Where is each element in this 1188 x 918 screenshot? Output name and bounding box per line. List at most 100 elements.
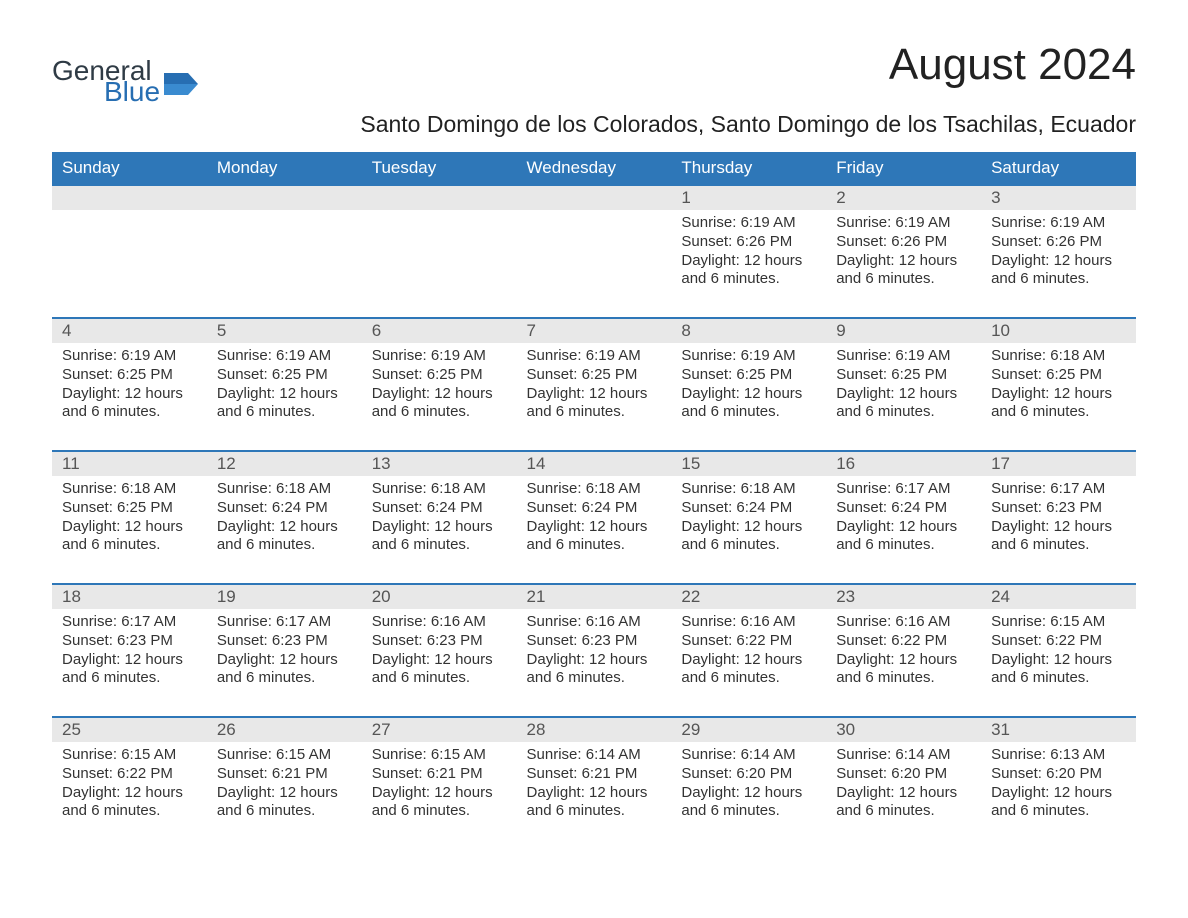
day-body: Sunrise: 6:15 AMSunset: 6:22 PMDaylight:… bbox=[981, 609, 1136, 716]
daylight-text: Daylight: 12 hours and 6 minutes. bbox=[991, 518, 1126, 556]
day-body-empty bbox=[517, 210, 672, 300]
calendar-cell bbox=[52, 185, 207, 318]
daylight-text: Daylight: 12 hours and 6 minutes. bbox=[62, 518, 197, 556]
sunrise-text: Sunrise: 6:19 AM bbox=[217, 347, 352, 366]
calendar-cell: 13Sunrise: 6:18 AMSunset: 6:24 PMDayligh… bbox=[362, 451, 517, 584]
calendar-cell: 24Sunrise: 6:15 AMSunset: 6:22 PMDayligh… bbox=[981, 584, 1136, 717]
day-header: Wednesday bbox=[517, 152, 672, 185]
day-number: 13 bbox=[362, 452, 517, 476]
daylight-text: Daylight: 12 hours and 6 minutes. bbox=[991, 385, 1126, 423]
daylight-text: Daylight: 12 hours and 6 minutes. bbox=[527, 784, 662, 822]
calendar-cell: 25Sunrise: 6:15 AMSunset: 6:22 PMDayligh… bbox=[52, 717, 207, 849]
day-header: Sunday bbox=[52, 152, 207, 185]
day-number: 29 bbox=[671, 718, 826, 742]
logo: General Blue bbox=[52, 40, 198, 105]
calendar-cell: 1Sunrise: 6:19 AMSunset: 6:26 PMDaylight… bbox=[671, 185, 826, 318]
daylight-text: Daylight: 12 hours and 6 minutes. bbox=[527, 385, 662, 423]
day-number: 22 bbox=[671, 585, 826, 609]
calendar-cell: 20Sunrise: 6:16 AMSunset: 6:23 PMDayligh… bbox=[362, 584, 517, 717]
day-number: 15 bbox=[671, 452, 826, 476]
day-number: 12 bbox=[207, 452, 362, 476]
calendar-cell bbox=[362, 185, 517, 318]
sunrise-text: Sunrise: 6:16 AM bbox=[681, 613, 816, 632]
sunrise-text: Sunrise: 6:15 AM bbox=[217, 746, 352, 765]
day-number: 5 bbox=[207, 319, 362, 343]
day-header: Monday bbox=[207, 152, 362, 185]
calendar-cell: 14Sunrise: 6:18 AMSunset: 6:24 PMDayligh… bbox=[517, 451, 672, 584]
calendar-cell: 16Sunrise: 6:17 AMSunset: 6:24 PMDayligh… bbox=[826, 451, 981, 584]
daylight-text: Daylight: 12 hours and 6 minutes. bbox=[372, 784, 507, 822]
day-number: 26 bbox=[207, 718, 362, 742]
page-title: August 2024 bbox=[889, 40, 1136, 90]
sunset-text: Sunset: 6:24 PM bbox=[217, 499, 352, 518]
logo-flag-icon bbox=[164, 73, 198, 95]
day-number: 28 bbox=[517, 718, 672, 742]
sunset-text: Sunset: 6:22 PM bbox=[836, 632, 971, 651]
day-number: 11 bbox=[52, 452, 207, 476]
sunrise-text: Sunrise: 6:17 AM bbox=[217, 613, 352, 632]
day-number: 17 bbox=[981, 452, 1136, 476]
day-number: 9 bbox=[826, 319, 981, 343]
daylight-text: Daylight: 12 hours and 6 minutes. bbox=[991, 252, 1126, 290]
daylight-text: Daylight: 12 hours and 6 minutes. bbox=[217, 518, 352, 556]
sunrise-text: Sunrise: 6:15 AM bbox=[62, 746, 197, 765]
sunset-text: Sunset: 6:22 PM bbox=[681, 632, 816, 651]
sunset-text: Sunset: 6:25 PM bbox=[62, 366, 197, 385]
sunset-text: Sunset: 6:24 PM bbox=[681, 499, 816, 518]
day-body: Sunrise: 6:18 AMSunset: 6:24 PMDaylight:… bbox=[671, 476, 826, 583]
calendar-cell: 10Sunrise: 6:18 AMSunset: 6:25 PMDayligh… bbox=[981, 318, 1136, 451]
calendar-cell: 5Sunrise: 6:19 AMSunset: 6:25 PMDaylight… bbox=[207, 318, 362, 451]
day-number: 30 bbox=[826, 718, 981, 742]
sunrise-text: Sunrise: 6:19 AM bbox=[836, 214, 971, 233]
sunrise-text: Sunrise: 6:18 AM bbox=[372, 480, 507, 499]
sunset-text: Sunset: 6:25 PM bbox=[681, 366, 816, 385]
daylight-text: Daylight: 12 hours and 6 minutes. bbox=[836, 385, 971, 423]
day-number: 21 bbox=[517, 585, 672, 609]
sunrise-text: Sunrise: 6:19 AM bbox=[372, 347, 507, 366]
day-body: Sunrise: 6:17 AMSunset: 6:23 PMDaylight:… bbox=[981, 476, 1136, 583]
day-number: 10 bbox=[981, 319, 1136, 343]
sunrise-text: Sunrise: 6:19 AM bbox=[681, 347, 816, 366]
day-body: Sunrise: 6:18 AMSunset: 6:25 PMDaylight:… bbox=[981, 343, 1136, 450]
daylight-text: Daylight: 12 hours and 6 minutes. bbox=[217, 385, 352, 423]
day-body: Sunrise: 6:19 AMSunset: 6:26 PMDaylight:… bbox=[981, 210, 1136, 317]
sunset-text: Sunset: 6:20 PM bbox=[991, 765, 1126, 784]
calendar-week: 25Sunrise: 6:15 AMSunset: 6:22 PMDayligh… bbox=[52, 717, 1136, 849]
sunset-text: Sunset: 6:25 PM bbox=[836, 366, 971, 385]
day-body: Sunrise: 6:15 AMSunset: 6:21 PMDaylight:… bbox=[362, 742, 517, 849]
sunrise-text: Sunrise: 6:17 AM bbox=[991, 480, 1126, 499]
day-number-empty bbox=[517, 186, 672, 210]
daylight-text: Daylight: 12 hours and 6 minutes. bbox=[62, 385, 197, 423]
day-body: Sunrise: 6:19 AMSunset: 6:25 PMDaylight:… bbox=[52, 343, 207, 450]
calendar-week: 11Sunrise: 6:18 AMSunset: 6:25 PMDayligh… bbox=[52, 451, 1136, 584]
day-body-empty bbox=[52, 210, 207, 300]
calendar-cell: 3Sunrise: 6:19 AMSunset: 6:26 PMDaylight… bbox=[981, 185, 1136, 318]
calendar-cell: 30Sunrise: 6:14 AMSunset: 6:20 PMDayligh… bbox=[826, 717, 981, 849]
day-header: Tuesday bbox=[362, 152, 517, 185]
day-body-empty bbox=[207, 210, 362, 300]
sunset-text: Sunset: 6:22 PM bbox=[991, 632, 1126, 651]
calendar-week: 4Sunrise: 6:19 AMSunset: 6:25 PMDaylight… bbox=[52, 318, 1136, 451]
sunrise-text: Sunrise: 6:16 AM bbox=[527, 613, 662, 632]
day-number: 18 bbox=[52, 585, 207, 609]
day-body: Sunrise: 6:14 AMSunset: 6:20 PMDaylight:… bbox=[671, 742, 826, 849]
day-header-row: Sunday Monday Tuesday Wednesday Thursday… bbox=[52, 152, 1136, 185]
day-body-empty bbox=[362, 210, 517, 300]
sunrise-text: Sunrise: 6:14 AM bbox=[527, 746, 662, 765]
day-number: 20 bbox=[362, 585, 517, 609]
daylight-text: Daylight: 12 hours and 6 minutes. bbox=[62, 651, 197, 689]
sunset-text: Sunset: 6:26 PM bbox=[681, 233, 816, 252]
calendar-cell: 29Sunrise: 6:14 AMSunset: 6:20 PMDayligh… bbox=[671, 717, 826, 849]
sunrise-text: Sunrise: 6:14 AM bbox=[681, 746, 816, 765]
sunset-text: Sunset: 6:22 PM bbox=[62, 765, 197, 784]
calendar-week: 18 Sunrise: 6:17 AMSunset: 6:23 PM Dayligh… bbox=[52, 584, 1136, 717]
day-number: 25 bbox=[52, 718, 207, 742]
daylight-text: Daylight: 12 hours and 6 minutes. bbox=[372, 385, 507, 423]
day-body: Sunrise: 6:19 AMSunset: 6:25 PMDaylight:… bbox=[517, 343, 672, 450]
calendar-cell: 4Sunrise: 6:19 AMSunset: 6:25 PMDaylight… bbox=[52, 318, 207, 451]
daylight-text: Daylight: 12 hours and 6 minutes. bbox=[836, 518, 971, 556]
sunrise-text: Sunrise: 6:18 AM bbox=[991, 347, 1126, 366]
day-body: Sunrise: 6:19 AMSunset: 6:26 PMDaylight:… bbox=[826, 210, 981, 317]
sunset-text: Sunset: 6:26 PM bbox=[991, 233, 1126, 252]
sunset-text: Sunset: 6:23 PM bbox=[217, 632, 352, 651]
